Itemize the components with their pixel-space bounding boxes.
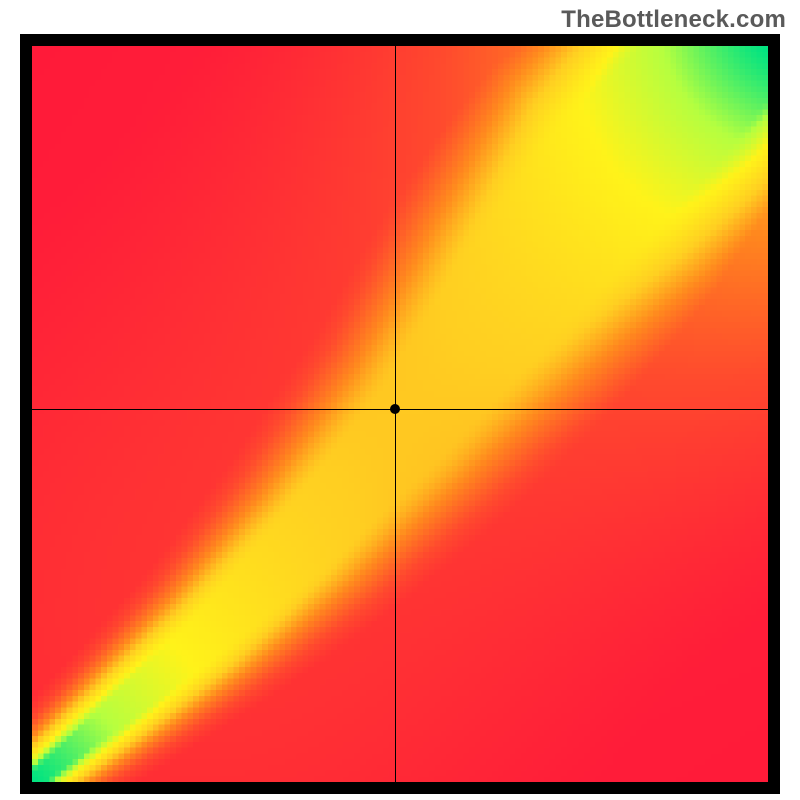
crosshair-marker-dot <box>390 404 400 414</box>
root: TheBottleneck.com <box>0 0 800 800</box>
heatmap-plot-area <box>32 46 768 782</box>
heatmap-canvas <box>32 46 768 782</box>
crosshair-horizontal <box>32 409 768 410</box>
watermark-text: TheBottleneck.com <box>561 6 786 34</box>
crosshair-vertical <box>395 46 396 782</box>
